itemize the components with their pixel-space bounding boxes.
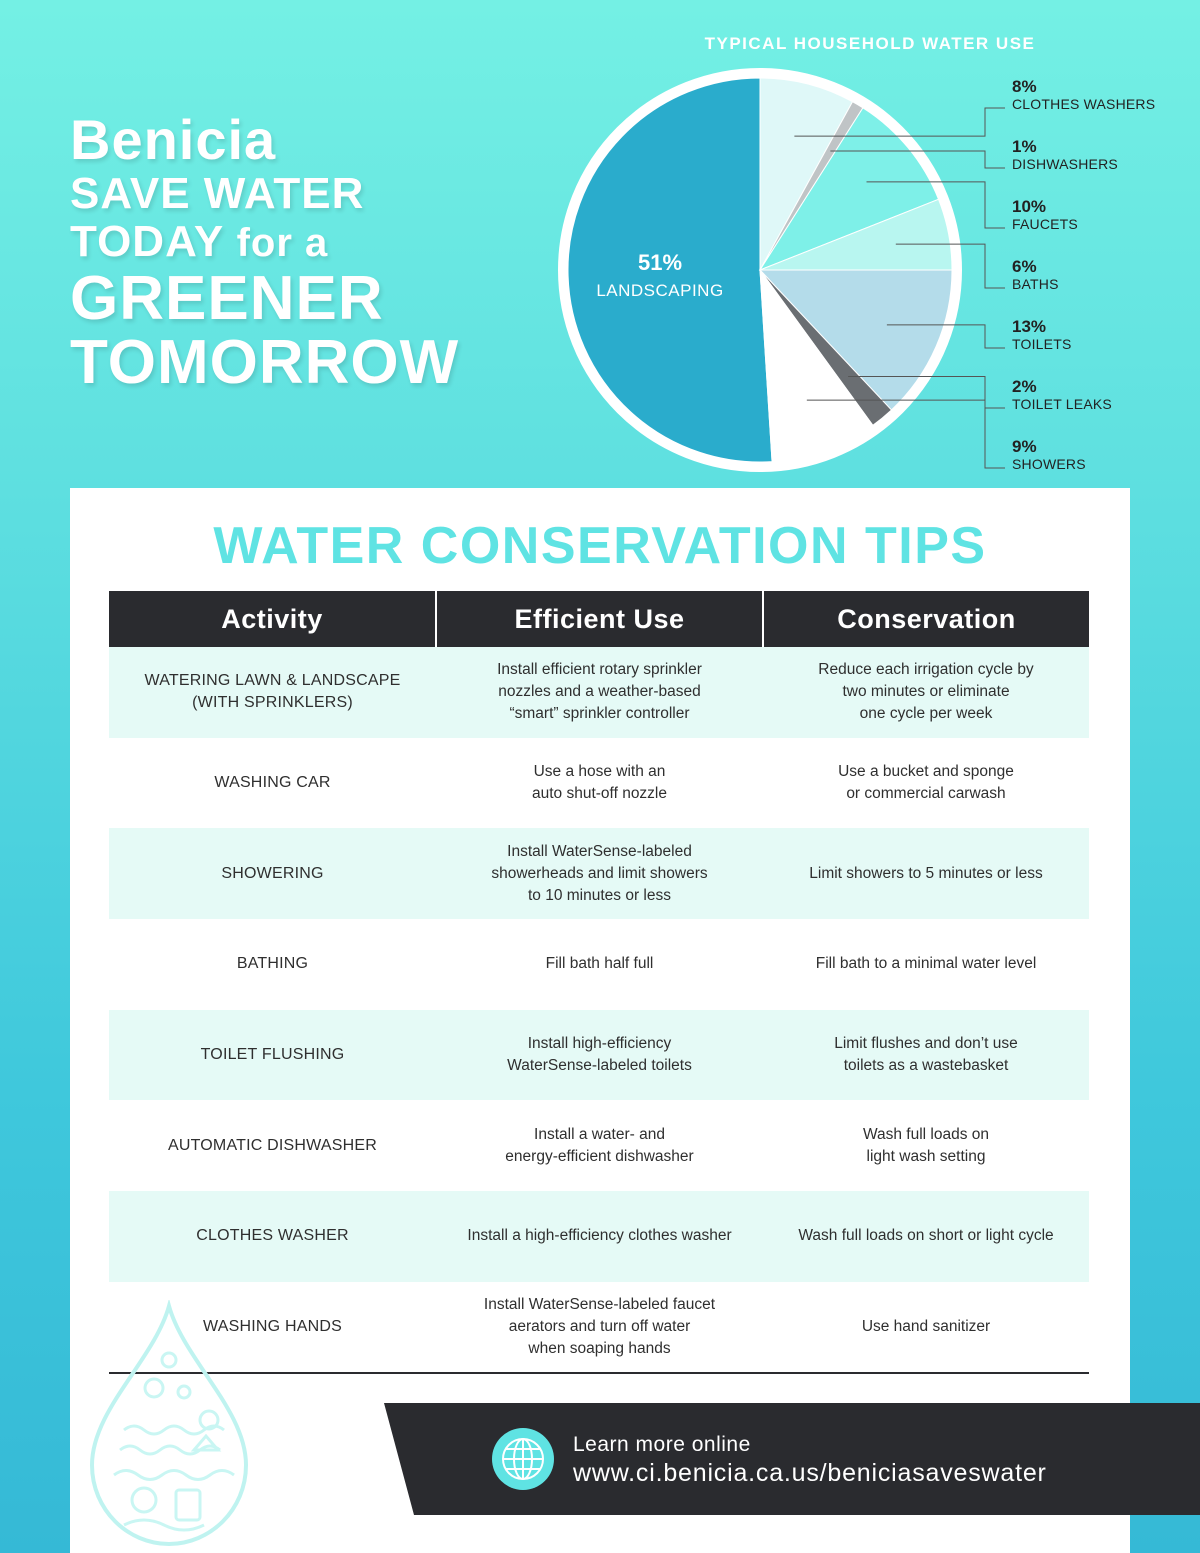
- efficient-use-cell: Install a high-efficiency clothes washer: [436, 1191, 763, 1282]
- table-row: WASHING HANDS Install WaterSense-labeled …: [109, 1281, 1089, 1374]
- efficient-use-cell: Install high-efficiency WaterSense-label…: [436, 1009, 763, 1101]
- headline-line-3-b: for a: [236, 221, 329, 265]
- legend-pct: 9%: [1012, 437, 1037, 456]
- headline-line-3-a: TODAY: [70, 217, 224, 266]
- water-droplet-icon: [89, 1300, 249, 1547]
- headline-line-3: TODAY for a: [70, 220, 550, 264]
- legend-label: CLOTHES WASHERS: [1012, 96, 1156, 112]
- legend-item: 2% TOILET LEAKS: [1012, 377, 1112, 413]
- conservation-cell: Limit showers to 5 minutes or less: [763, 828, 1089, 920]
- chart-title: TYPICAL HOUSEHOLD WATER USE: [704, 34, 1036, 53]
- activity-cell: WASHING CAR: [214, 774, 331, 792]
- activity-cell: BATHING: [236, 955, 309, 973]
- legend-label: FAUCETS: [1012, 216, 1078, 232]
- efficient-use-cell: Install WaterSense-labeled showerheads a…: [436, 828, 763, 920]
- legend-pct: 13%: [1012, 317, 1047, 336]
- table-row: AUTOMATIC DISHWASHER Install a water- and…: [109, 1100, 1089, 1191]
- tips-header-row: Activity Efficient Use Conservation: [109, 591, 1089, 647]
- legend-item: 9% SHOWERS: [1012, 437, 1086, 473]
- efficient-use-cell: Use a hose with an auto shut-off nozzle: [532, 763, 667, 803]
- headline-city: Benicia: [70, 108, 277, 171]
- pie-slice-landscaping: [567, 77, 773, 463]
- legend-item: 8% CLOTHES WASHERS: [1012, 77, 1156, 113]
- learn-more-text: Learn more online: [573, 1433, 751, 1456]
- legend-pct: 8%: [1012, 77, 1037, 96]
- table-row: WASHING CAR Use a hose with an auto shut-…: [109, 738, 1089, 829]
- activity-cell: CLOTHES WASHER: [109, 1191, 436, 1282]
- legend-pct: 10%: [1012, 197, 1047, 216]
- efficient-use-cell: Fill bath half full: [545, 955, 654, 973]
- efficient-use-cell: Install WaterSense-labeled faucet aerato…: [436, 1281, 763, 1374]
- legend-label: TOILETS: [1012, 336, 1072, 352]
- activity-cell: SHOWERING: [109, 828, 436, 920]
- footer-banner: [384, 1403, 1200, 1515]
- legend-pct: 1%: [1012, 137, 1037, 156]
- conservation-cell: Reduce each irrigation cycle by two minu…: [763, 647, 1089, 738]
- water-use-pie-chart: 51% LANDSCAPING: [558, 68, 962, 472]
- conservation-cell: Limit flushes and don’t use toilets as a…: [763, 1009, 1089, 1101]
- tips-title: WATER CONSERVATION TIPS: [213, 517, 987, 575]
- legend-label: SHOWERS: [1012, 456, 1086, 472]
- headline: Benicia SAVE WATER TODAY for a GREENER T…: [70, 112, 550, 394]
- column-header-activity: Activity: [109, 591, 437, 647]
- conservation-cell: Use hand sanitizer: [763, 1281, 1089, 1374]
- legend-item: 13% TOILETS: [1012, 317, 1072, 353]
- pie-label-landscaping: LANDSCAPING: [596, 281, 723, 300]
- column-header-conservation: Conservation: [763, 591, 1089, 647]
- legend-label: BATHS: [1012, 276, 1059, 292]
- headline-line-2: SAVE WATER: [70, 169, 365, 218]
- conservation-cell: Wash full loads on light wash setting: [862, 1125, 990, 1165]
- table-row: CLOTHES WASHER Install a high-efficiency …: [109, 1191, 1089, 1282]
- tips-table: Activity Efficient Use Conservation WATE…: [109, 591, 1089, 1374]
- legend-pct: 2%: [1012, 377, 1037, 396]
- conservation-cell: Wash full loads on short or light cycle: [763, 1191, 1089, 1282]
- legend-label: TOILET LEAKS: [1012, 396, 1112, 412]
- activity-cell: AUTOMATIC DISHWASHER: [167, 1136, 378, 1154]
- globe-icon: [492, 1428, 554, 1490]
- table-row: WATERING LAWN & LANDSCAPE (WITH SPRINKLE…: [109, 647, 1089, 738]
- table-row: BATHING Fill bath half full Fill bath to a…: [109, 919, 1089, 1010]
- conservation-cell: Use a bucket and sponge or commercial ca…: [838, 763, 1014, 803]
- legend-label: DISHWASHERS: [1012, 156, 1118, 172]
- legend-item: 1% DISHWASHERS: [1012, 137, 1118, 173]
- efficient-use-cell: Install efficient rotary sprinkler nozzl…: [436, 647, 763, 738]
- legend-item: 6% BATHS: [1012, 257, 1059, 293]
- table-row: SHOWERING Install WaterSense-labeled show…: [109, 828, 1089, 920]
- conservation-cell: Fill bath to a minimal water level: [815, 955, 1037, 973]
- pie-label-landscaping-pct: 51%: [638, 250, 682, 275]
- legend-pct: 6%: [1012, 257, 1037, 276]
- legend-item: 10% FAUCETS: [1012, 197, 1078, 233]
- headline-line-5: TOMORROW: [70, 328, 460, 397]
- table-row: TOILET FLUSHING Install high-efficiency W…: [109, 1009, 1089, 1101]
- column-header-efficient-use: Efficient Use: [436, 591, 764, 647]
- website-link[interactable]: www.ci.benicia.ca.us/beniciasaveswater: [573, 1459, 1047, 1487]
- headline-line-4: GREENER: [70, 264, 384, 333]
- efficient-use-cell: Install a water- and energy-efficient di…: [505, 1125, 694, 1165]
- activity-cell: TOILET FLUSHING: [109, 1009, 436, 1101]
- activity-cell: WATERING LAWN & LANDSCAPE (WITH SPRINKLE…: [109, 647, 436, 738]
